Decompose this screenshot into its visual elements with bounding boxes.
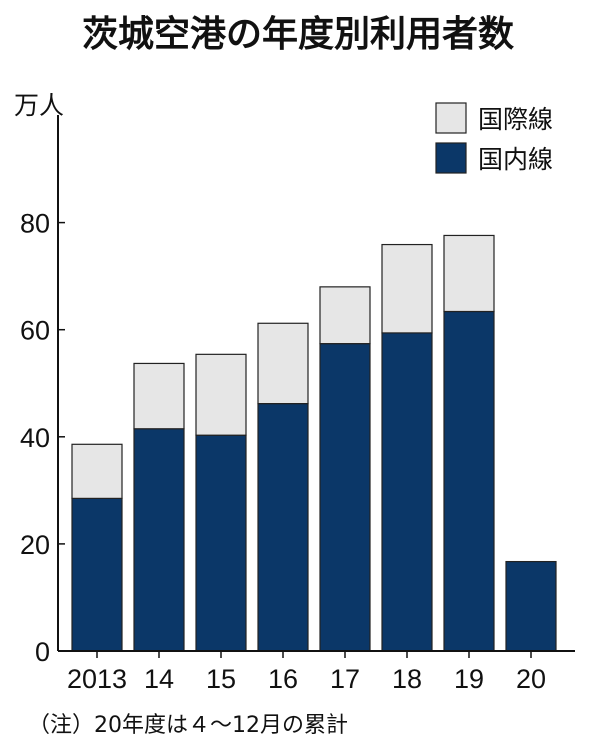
bar-international-16 — [257, 322, 309, 405]
y-tick-label-80: 80 — [20, 209, 50, 239]
bar-international-19 — [443, 234, 495, 313]
x-tick-label-19: 19 — [454, 664, 484, 694]
x-tick-label-17: 17 — [330, 664, 360, 694]
y-tick-label-40: 40 — [20, 423, 50, 453]
bar-domestic-15 — [195, 434, 247, 652]
x-tick-label-18: 18 — [392, 664, 422, 694]
plot-area: 0 20 40 60 80 2013 14 15 16 17 18 19 20 — [20, 115, 575, 694]
legend-swatch-international — [435, 102, 467, 134]
bar-domestic-16 — [257, 402, 309, 652]
bar-domestic-19 — [443, 310, 495, 652]
legend-label-domestic: 国内線 — [478, 145, 553, 174]
x-tick-label-14: 14 — [144, 664, 174, 694]
y-axis-unit: 万人 — [14, 91, 64, 120]
bar-international-15 — [195, 353, 247, 436]
bar-international-14 — [133, 362, 185, 430]
legend-label-international: 国際線 — [478, 105, 553, 134]
x-tick-label-2013: 2013 — [67, 664, 127, 694]
bar-domestic-17 — [319, 343, 371, 652]
bar-international-2013 — [71, 443, 123, 499]
chart-footnote: （注）20年度は４～12月の累計 — [28, 713, 348, 738]
bar-domestic-18 — [381, 332, 433, 652]
y-tick-label-0: 0 — [35, 637, 50, 667]
y-tick-label-20: 20 — [20, 530, 50, 560]
y-tick-label-60: 60 — [20, 316, 50, 346]
bar-domestic-2013 — [71, 497, 123, 652]
x-tick-label-15: 15 — [206, 664, 236, 694]
x-tick-label-20: 20 — [516, 664, 546, 694]
legend-swatch-domestic — [435, 142, 467, 174]
x-tick-label-16: 16 — [268, 664, 298, 694]
bar-domestic-14 — [133, 428, 185, 652]
bar-international-18 — [381, 243, 433, 334]
legend: 国際線 国内線 — [435, 102, 553, 174]
bar-international-17 — [319, 286, 371, 345]
chart-title: 茨城空港の年度別利用者数 — [82, 14, 514, 55]
bar-domestic-20 — [505, 560, 557, 652]
